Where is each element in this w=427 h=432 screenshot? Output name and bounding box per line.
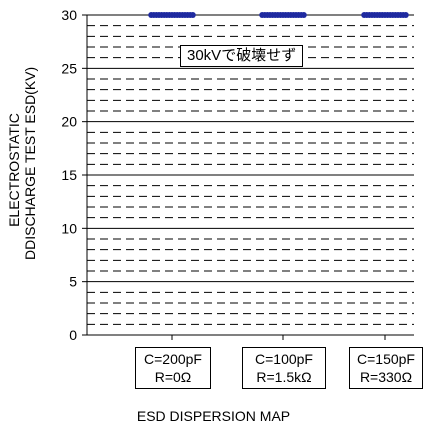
data-point [189,12,196,18]
grid [87,25,414,325]
annotation-box: 30kVで破壊せず [180,45,304,67]
x-category-label-line: C=200pF [144,351,202,367]
y-ticks: 0 5 10 15 20 25 30 [61,7,386,343]
x-category-label-line: C=150pF [357,351,415,367]
x-category-label: C=200pF R=0Ω [135,347,211,389]
x-category-label-line: R=1.5kΩ [256,369,312,385]
y-axis-label-line1: ELECTROSTATIC [6,113,22,227]
y-axis-label-line2: DDISCHARGE TEST ESD(KV) [22,66,38,260]
x-category-label: C=100pF R=1.5kΩ [242,347,326,389]
y-tick-label: 20 [61,114,77,130]
x-category-label-line: R=0Ω [154,369,192,385]
y-tick-label: 25 [61,60,77,76]
y-axis-label: ELECTROSTATIC DDISCHARGE TEST ESD(KV) [6,66,38,260]
x-category-label: C=150pF R=330Ω [349,347,423,389]
y-tick-label: 15 [61,167,77,183]
y-tick-label: 30 [61,7,77,23]
y-tick-label: 0 [69,327,77,343]
data-points [148,12,409,18]
x-category-label-line: R=330Ω [359,369,413,385]
y-tick-label: 10 [61,220,77,236]
x-category-label-line: C=100pF [255,351,313,367]
data-point [402,12,409,18]
y-tick-label: 5 [69,274,77,290]
annotation-text: 30kVで破壊せず [187,47,297,64]
x-axis-label: ESD DISPERSION MAP [136,408,291,424]
data-point [300,12,307,18]
